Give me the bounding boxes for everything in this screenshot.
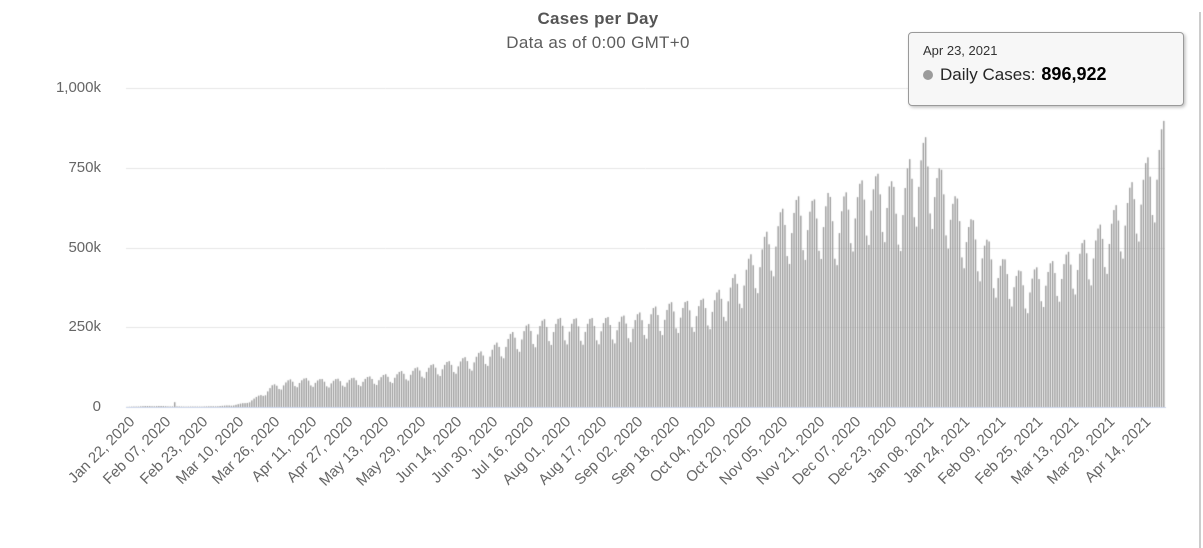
tooltip-value: 896,922 [1041,64,1107,84]
y-axis-tick-label: 750k [68,158,101,176]
series-marker-icon [923,69,933,80]
y-axis-tick-label: 250k [68,318,101,336]
y-axis-tick-label: 0 [92,398,101,415]
tooltip-series-label: Daily Cases: [940,64,1036,84]
tooltip-date: Apr 23, 2021 [923,43,998,58]
y-axis-tick-label: 1,000k [55,79,101,96]
right-divider-line [1199,12,1201,548]
tooltip-series-row: Daily Cases: 896,922 [923,64,1171,85]
chart-tooltip: Apr 23, 2021 Daily Cases: 896,922 [908,32,1184,106]
y-axis-tick-label: 500k [68,238,101,256]
